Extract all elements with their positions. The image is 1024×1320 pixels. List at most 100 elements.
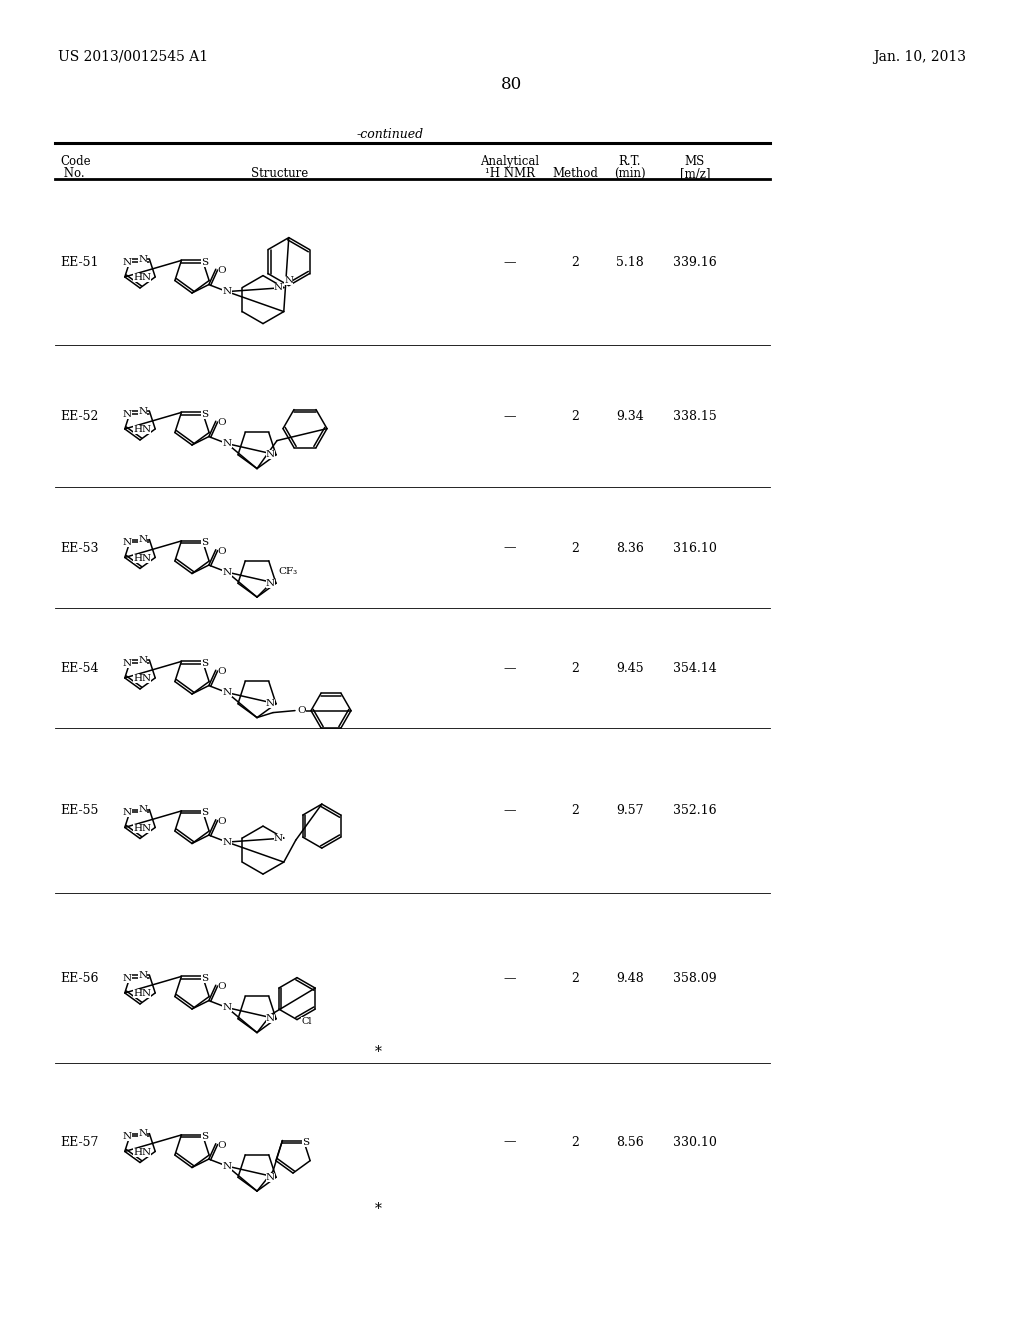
Text: HN: HN	[133, 554, 152, 562]
Text: Cl: Cl	[301, 1018, 311, 1026]
Text: N: N	[123, 659, 132, 668]
Text: —: —	[504, 256, 516, 269]
Text: HN: HN	[133, 1148, 152, 1156]
Text: No.: No.	[60, 168, 85, 180]
Text: 9.34: 9.34	[616, 411, 644, 422]
Text: S: S	[201, 411, 208, 418]
Text: Method: Method	[552, 168, 598, 180]
Text: N: N	[266, 1172, 275, 1181]
Text: EE-53: EE-53	[60, 541, 98, 554]
Text: [m/z]: [m/z]	[680, 168, 711, 180]
Text: N: N	[266, 450, 275, 459]
Text: N: N	[123, 257, 132, 267]
Text: *: *	[375, 1045, 381, 1059]
Text: 2: 2	[571, 663, 579, 675]
Text: N: N	[222, 440, 231, 447]
Text: R.T.: R.T.	[618, 154, 641, 168]
Text: 2: 2	[571, 256, 579, 269]
Text: —: —	[504, 411, 516, 422]
Text: N: N	[123, 974, 132, 982]
Text: EE-51: EE-51	[60, 256, 98, 269]
Text: O: O	[297, 706, 305, 715]
Text: 8.36: 8.36	[616, 541, 644, 554]
Text: EE-55: EE-55	[60, 804, 98, 817]
Text: N: N	[222, 1162, 231, 1171]
Text: (min): (min)	[614, 168, 646, 180]
Text: HN: HN	[133, 824, 152, 833]
Text: 2: 2	[571, 972, 579, 985]
Text: N: N	[138, 255, 147, 264]
Text: O: O	[218, 667, 226, 676]
Text: *: *	[375, 1203, 381, 1216]
Text: 358.09: 358.09	[673, 972, 717, 985]
Text: N: N	[123, 808, 132, 817]
Text: N: N	[285, 276, 293, 285]
Text: -continued: -continued	[356, 128, 424, 141]
Text: EE-52: EE-52	[60, 411, 98, 422]
Text: N: N	[138, 1129, 147, 1138]
Text: EE-54: EE-54	[60, 663, 98, 675]
Text: O: O	[218, 982, 226, 991]
Text: N: N	[222, 688, 231, 697]
Text: HN: HN	[133, 675, 152, 684]
Text: 339.16: 339.16	[673, 256, 717, 269]
Text: N: N	[266, 700, 275, 709]
Text: 5.18: 5.18	[616, 256, 644, 269]
Text: O: O	[218, 546, 226, 556]
Text: EE-57: EE-57	[60, 1135, 98, 1148]
Text: HN: HN	[133, 273, 152, 282]
Text: S: S	[201, 659, 208, 668]
Text: —: —	[504, 1135, 516, 1148]
Text: HN: HN	[133, 990, 152, 998]
Text: N: N	[123, 1133, 132, 1140]
Text: Code: Code	[60, 154, 91, 168]
Text: N: N	[273, 834, 283, 842]
Text: N: N	[138, 805, 147, 814]
Text: S: S	[201, 974, 208, 983]
Text: 9.48: 9.48	[616, 972, 644, 985]
Text: N: N	[123, 409, 132, 418]
Text: S: S	[201, 1133, 208, 1142]
Text: N: N	[273, 282, 283, 292]
Text: 330.10: 330.10	[673, 1135, 717, 1148]
Text: N: N	[222, 838, 231, 846]
Text: N: N	[222, 568, 231, 577]
Text: N: N	[138, 407, 147, 416]
Text: —: —	[504, 804, 516, 817]
Text: MS: MS	[685, 154, 706, 168]
Text: 9.57: 9.57	[616, 804, 644, 817]
Text: O: O	[218, 1140, 226, 1150]
Text: 80: 80	[502, 77, 522, 92]
Text: N: N	[138, 656, 147, 664]
Text: HN: HN	[133, 425, 152, 434]
Text: N: N	[266, 578, 275, 587]
Text: N: N	[266, 1014, 275, 1023]
Text: O: O	[218, 418, 226, 428]
Text: —: —	[504, 541, 516, 554]
Text: S: S	[201, 808, 208, 817]
Text: S: S	[302, 1138, 309, 1147]
Text: 316.10: 316.10	[673, 541, 717, 554]
Text: S: S	[201, 539, 208, 548]
Text: O: O	[218, 817, 226, 826]
Text: N: N	[222, 286, 231, 296]
Text: —: —	[504, 663, 516, 675]
Text: ¹H NMR: ¹H NMR	[485, 168, 535, 180]
Text: —: —	[504, 972, 516, 985]
Text: N: N	[138, 535, 147, 544]
Text: 338.15: 338.15	[673, 411, 717, 422]
Text: Analytical: Analytical	[480, 154, 540, 168]
Text: EE-56: EE-56	[60, 972, 98, 985]
Text: N: N	[138, 970, 147, 979]
Text: S: S	[201, 257, 208, 267]
Text: 2: 2	[571, 541, 579, 554]
Text: 8.56: 8.56	[616, 1135, 644, 1148]
Text: 354.14: 354.14	[673, 663, 717, 675]
Text: CF₃: CF₃	[278, 568, 297, 576]
Text: US 2013/0012545 A1: US 2013/0012545 A1	[58, 50, 208, 63]
Text: 352.16: 352.16	[673, 804, 717, 817]
Text: N: N	[222, 1003, 231, 1012]
Text: 9.45: 9.45	[616, 663, 644, 675]
Text: N: N	[123, 539, 132, 546]
Text: Jan. 10, 2013: Jan. 10, 2013	[873, 50, 966, 63]
